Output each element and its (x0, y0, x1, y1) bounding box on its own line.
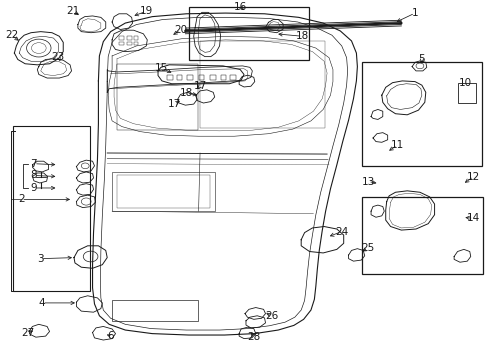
Text: 1: 1 (412, 8, 418, 18)
Text: 17: 17 (168, 99, 181, 109)
Bar (117, 64, 197, 130)
Text: 24: 24 (335, 226, 348, 237)
Text: 16: 16 (234, 2, 247, 12)
Text: 17: 17 (194, 81, 207, 91)
Bar (200, 41, 325, 128)
Bar (210, 75, 216, 80)
Bar (198, 75, 204, 80)
Bar (134, 42, 139, 45)
Bar (112, 300, 197, 321)
Text: 28: 28 (247, 332, 260, 342)
Text: 18: 18 (296, 31, 309, 41)
Text: 14: 14 (467, 213, 480, 223)
Bar (362, 197, 484, 274)
Bar (112, 172, 215, 211)
Text: 27: 27 (21, 328, 34, 338)
Text: 12: 12 (467, 172, 480, 181)
Bar (13, 126, 90, 291)
Text: 2: 2 (18, 194, 24, 204)
Text: 18: 18 (180, 89, 193, 98)
Text: 5: 5 (418, 54, 425, 64)
Text: 10: 10 (458, 78, 471, 88)
Text: 8: 8 (30, 171, 37, 180)
Text: 20: 20 (174, 25, 187, 35)
Bar (176, 75, 182, 80)
Text: 7: 7 (30, 159, 37, 169)
Text: 22: 22 (5, 30, 18, 40)
Bar (117, 175, 210, 208)
Bar (362, 62, 482, 166)
Bar (127, 36, 132, 40)
Text: 9: 9 (30, 183, 37, 193)
Bar (167, 75, 172, 80)
Text: 6: 6 (107, 331, 114, 341)
Text: 3: 3 (37, 254, 44, 264)
Text: 4: 4 (39, 298, 46, 308)
Text: 21: 21 (66, 6, 80, 16)
Bar (187, 75, 193, 80)
Bar (127, 42, 132, 45)
Bar (134, 36, 139, 40)
Bar (119, 36, 124, 40)
Text: 15: 15 (155, 63, 169, 73)
Bar (220, 75, 226, 80)
Text: 19: 19 (140, 6, 153, 16)
Bar (458, 84, 476, 103)
Text: 13: 13 (362, 176, 375, 186)
Bar (189, 7, 309, 60)
Text: 11: 11 (391, 140, 404, 150)
Text: 23: 23 (52, 51, 65, 62)
Bar (119, 42, 124, 45)
Bar (230, 75, 236, 80)
Text: 26: 26 (265, 311, 278, 321)
Text: 25: 25 (362, 243, 375, 253)
